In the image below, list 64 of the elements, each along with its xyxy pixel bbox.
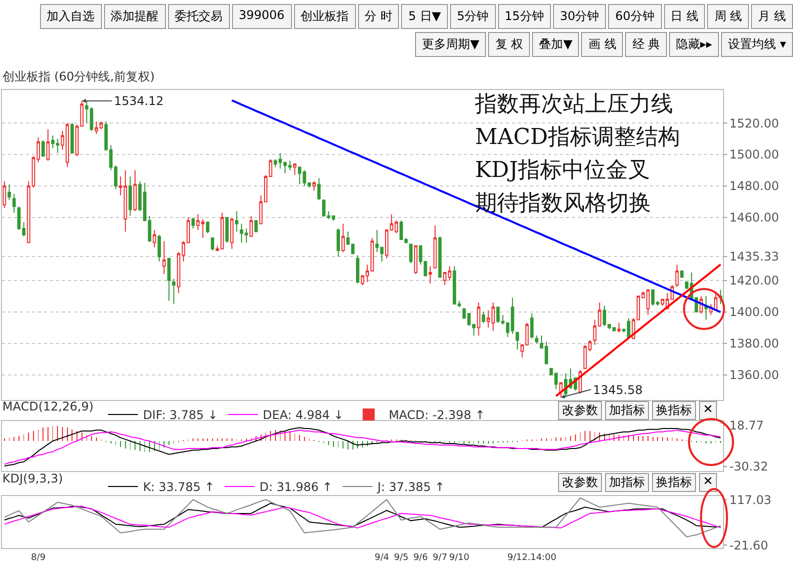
legend-label: DEA: 4.984 ↓ [262, 408, 344, 422]
text: 加指标 [604, 473, 649, 492]
text: ✕ [698, 401, 717, 420]
annotation: MACD指标调整结构 [475, 125, 680, 150]
text: 创业板指 [294, 4, 356, 29]
text: 399006 [232, 4, 292, 29]
chart-title: 创业板指 (60分钟线,前复权) [2, 69, 155, 84]
legend-label: J: 37.385 ↑ [376, 480, 445, 494]
x-tick-label: 9/4 [374, 552, 390, 563]
x-tick-label: 9/7 [432, 552, 448, 563]
text: 1534.12 [114, 94, 164, 108]
x-tick-label: 9/10 [449, 552, 470, 563]
y-tick-label: 117.03 [729, 492, 772, 507]
annotation: KDJ指标中位金叉 [475, 158, 650, 183]
text: 5 日▼ [401, 4, 448, 29]
text: 加入自选 [40, 4, 102, 29]
y-tick-label: 1520.00 [729, 116, 780, 130]
y-tick-label: -30.32 [729, 459, 768, 474]
text: 设置均线 ▾ [721, 32, 793, 57]
legend-label: D: 31.986 ↑ [260, 480, 333, 494]
annotation: 指数再次站上压力线 [475, 92, 673, 117]
text: 1345.58 [593, 383, 643, 397]
text: 月 线 [751, 4, 793, 29]
text: 分 时 [358, 4, 400, 29]
legend-label: DIF: 3.785 ↓ [142, 408, 218, 422]
y-tick-label: 1420.00 [729, 274, 780, 288]
text: 复 权 [488, 32, 530, 57]
text: 周 线 [707, 4, 750, 29]
x-tick-label: 8/9 [31, 552, 46, 563]
text: 隐藏▸▸ [669, 32, 720, 57]
text: 经 典 [625, 32, 668, 57]
y-tick-label: 1435.33 [729, 249, 780, 264]
y-tick-label: 1460.00 [729, 210, 780, 225]
y-tick-label: 1360.00 [729, 368, 780, 382]
y-tick-label: 1380.00 [729, 336, 780, 351]
text: 改参数 [558, 401, 602, 420]
text: 叠加▼ [532, 32, 580, 57]
text: 添加提醒 [104, 4, 166, 29]
text: 日 线 [664, 4, 706, 29]
y-tick-label: 1480.00 [729, 179, 780, 194]
text: 画 线 [581, 32, 624, 57]
annotation: 期待指数风格切换 [475, 191, 651, 216]
x-tick-label: 9/5 [394, 552, 408, 563]
x-tick-label: 9/12.14:00 [507, 552, 557, 563]
x-tick-label: 9/6 [413, 552, 428, 563]
legend-label: K: 33.785 ↑ [142, 480, 215, 494]
text: 换指标 [652, 401, 696, 420]
text: 30分钟 [552, 4, 606, 29]
text: 更多周期▼ [415, 32, 486, 57]
text: 委托交易 [168, 4, 230, 29]
text: ✕ [698, 473, 717, 492]
text: 15分钟 [498, 4, 551, 29]
legend-label: MACD: -2.398 ↑ [388, 408, 486, 422]
chart-title: MACD(12,26,9) [2, 399, 94, 414]
text: 加指标 [604, 401, 649, 420]
y-tick-label: -21.60 [729, 538, 768, 552]
y-tick-label: 1500.00 [729, 148, 780, 162]
chart-title: KDJ(9,3,3) [2, 471, 63, 486]
text: 60分钟 [608, 4, 662, 29]
text: 改参数 [558, 473, 602, 492]
y-tick-label: 1400.00 [729, 305, 780, 320]
y-tick-label: 18.77 [729, 418, 764, 433]
text: 换指标 [652, 473, 696, 492]
text: 5分钟 [450, 4, 496, 29]
